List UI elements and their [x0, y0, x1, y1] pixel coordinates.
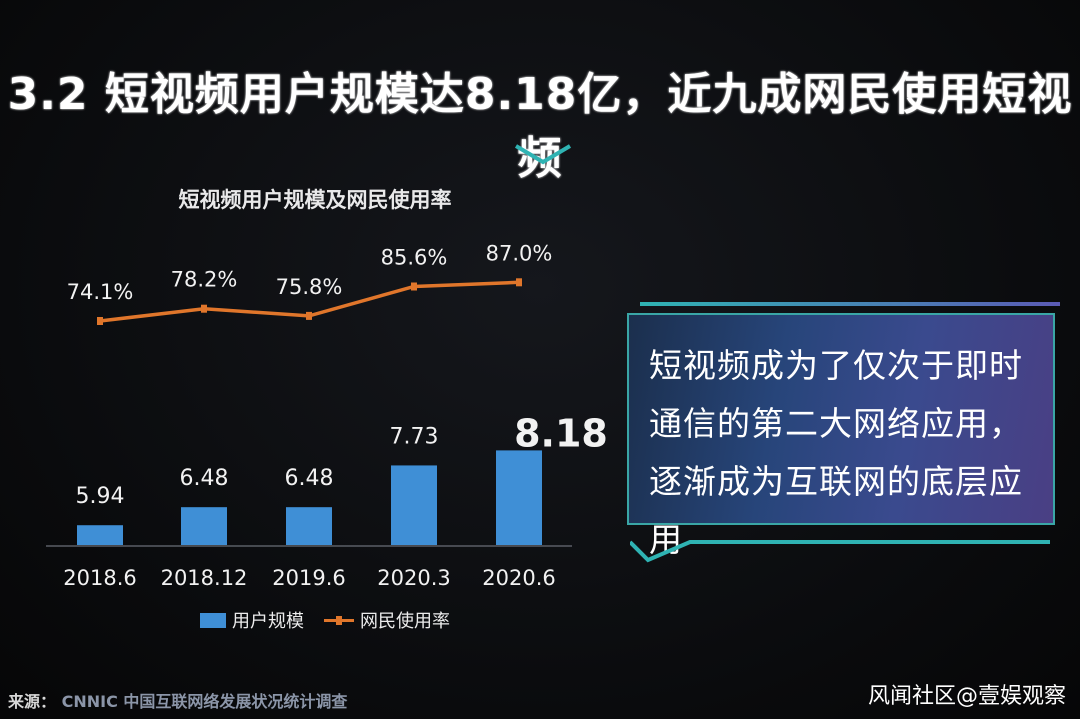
- usage-rate-point: [411, 282, 417, 291]
- usage-rate-label: 78.2%: [171, 268, 238, 292]
- bar-value-label: 8.18: [514, 411, 608, 455]
- page-title: 3.2 短视频用户规模达8.18亿，近九成网民使用短视频: [7, 69, 1073, 184]
- x-tick-label: 2018.12: [161, 566, 248, 590]
- callout-accent: [640, 302, 1060, 306]
- bar-2020.6: [496, 450, 542, 545]
- x-tick-label: 2020.6: [482, 566, 555, 590]
- x-tick-label: 2019.6: [272, 566, 345, 590]
- legend-bar-label: 用户规模: [232, 611, 304, 632]
- chevron-down-icon: [514, 144, 572, 165]
- bar-2019.6: [286, 507, 332, 545]
- callout-box: 短视频成为了仅次于即时通信的第二大网络应用，逐渐成为互联网的底层应用: [627, 313, 1055, 559]
- usage-rate-point: [516, 278, 522, 287]
- bar-value-label: 5.94: [76, 484, 125, 509]
- chart-legend: 用户规模 网民使用率: [200, 606, 462, 634]
- source-note: 来源： CNNIC 中国互联网络发展状况统计调查: [8, 688, 347, 712]
- usage-rate-label: 85.6%: [381, 246, 448, 270]
- bar-value-label: 6.48: [285, 466, 334, 491]
- x-tick-label: 2018.6: [63, 566, 136, 590]
- chart-title: 短视频用户规模及网民使用率: [178, 188, 452, 212]
- callout-tail: [630, 540, 1050, 563]
- source-label: 来源：: [8, 692, 57, 711]
- legend-item-line: 网民使用率: [324, 607, 450, 633]
- x-tick-label: 2020.3: [377, 566, 450, 590]
- legend-bar-swatch: [200, 612, 226, 628]
- source-text: CNNIC 中国互联网络发展状况统计调查: [61, 692, 348, 711]
- legend-line-label: 网民使用率: [360, 611, 450, 632]
- usage-rate-label: 74.1%: [67, 280, 134, 304]
- usage-rate-point: [97, 317, 103, 325]
- legend-item-bar: 用户规模: [200, 607, 304, 633]
- bar-2018.12: [181, 507, 227, 545]
- usage-rate-label: 87.0%: [486, 241, 553, 265]
- usage-rate-point: [201, 304, 207, 313]
- bar-value-label: 6.48: [180, 466, 229, 491]
- watermark: 风闻社区@壹娱观察: [867, 684, 1066, 709]
- bar-2020.3: [391, 465, 437, 545]
- usage-rate-point: [306, 311, 312, 320]
- bar-2018.6: [77, 525, 123, 545]
- legend-line-swatch: [324, 615, 354, 625]
- callout-text: 短视频成为了仅次于即时通信的第二大网络应用，逐渐成为互联网的底层应用: [649, 346, 1023, 559]
- bar-value-label: 7.73: [390, 424, 439, 449]
- usage-rate-label: 75.8%: [276, 275, 343, 299]
